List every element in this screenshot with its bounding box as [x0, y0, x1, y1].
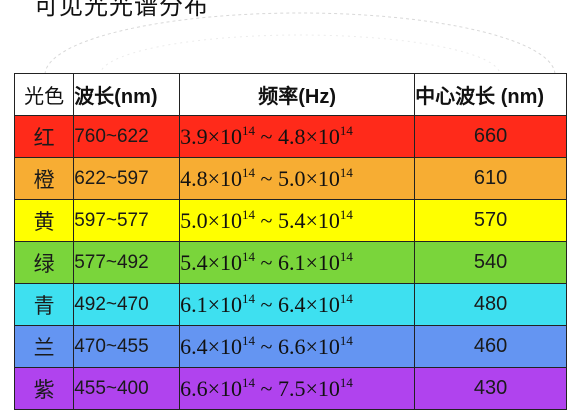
times-sign: ×10 — [305, 207, 340, 233]
frequency-high-exponent: 14 — [339, 290, 353, 306]
center-wavelength-cell: 460 — [414, 325, 567, 368]
frequency-cell: 6.1×1014 ~ 6.4×1014 — [179, 283, 416, 326]
times-sign: ×10 — [207, 333, 243, 359]
times-sign: ×10 — [305, 333, 340, 359]
wavelength-cell: 577~492 — [73, 241, 181, 284]
wavelength-cell: 470~455 — [73, 325, 181, 368]
wavelength-cell: 492~470 — [73, 283, 181, 326]
frequency-low-mantissa: 6.6 — [180, 375, 208, 401]
frequency-low-exponent: 14 — [242, 164, 256, 180]
table-row: 绿 577~492 5.4×1014 ~ 6.1×1014 540 — [13, 241, 567, 284]
center-wavelength-cell: 430 — [414, 367, 567, 410]
times-sign: ×10 — [305, 375, 340, 401]
table-row: 紫 455~400 6.6×1014 ~ 7.5×1014 430 — [13, 367, 567, 410]
frequency-high-mantissa: 4.8 — [277, 123, 306, 149]
frequency-high-mantissa: 5.0 — [277, 165, 306, 191]
wavelength-cell: 597~577 — [73, 199, 181, 242]
frequency-low-mantissa: 6.1 — [180, 291, 208, 317]
frequency-cell: 3.9×1014 ~ 4.8×1014 — [179, 115, 416, 158]
times-sign: ×10 — [207, 165, 243, 191]
frequency-high-exponent: 14 — [339, 374, 353, 390]
table-row: 红 760~622 3.9×1014 ~ 4.8×1014 660 — [13, 115, 567, 158]
frequency-high-exponent: 14 — [339, 248, 353, 264]
range-tilde: ~ — [255, 375, 278, 401]
color-name-cell: 红 — [13, 115, 75, 158]
frequency-cell: 6.6×1014 ~ 7.5×1014 — [179, 367, 416, 410]
frequency-low-mantissa: 5.0 — [180, 207, 208, 233]
times-sign: ×10 — [207, 207, 243, 233]
range-tilde: ~ — [255, 123, 278, 149]
color-name-cell: 兰 — [13, 325, 75, 368]
color-name-cell: 绿 — [13, 241, 75, 284]
times-sign: ×10 — [207, 375, 243, 401]
frequency-high-exponent: 14 — [339, 164, 353, 180]
table-row: 黄 597~577 5.0×1014 ~ 5.4×1014 570 — [13, 199, 567, 242]
range-tilde: ~ — [255, 291, 278, 317]
header-color-name: 光色 — [13, 73, 75, 116]
times-sign: ×10 — [305, 123, 340, 149]
frequency-low-exponent: 14 — [242, 374, 256, 390]
frequency-low-exponent: 14 — [242, 290, 256, 306]
frequency-cell: 5.4×1014 ~ 6.1×1014 — [179, 241, 416, 284]
header-center-wavelength: 中心波长 (nm) — [414, 73, 567, 116]
visible-light-table: 光色 波长(nm) 频率(Hz) 中心波长 (nm) 红 760~622 3.9×1… — [13, 73, 567, 410]
page-title: 可见光光谱分布 — [34, 0, 209, 20]
table-row: 橙 622~597 4.8×1014 ~ 5.0×1014 610 — [13, 157, 567, 200]
center-wavelength-cell: 480 — [414, 283, 567, 326]
color-name-cell: 紫 — [13, 367, 75, 410]
center-wavelength-cell: 540 — [414, 241, 567, 284]
frequency-high-exponent: 14 — [339, 332, 353, 348]
frequency-cell: 4.8×1014 ~ 5.0×1014 — [179, 157, 416, 200]
table-body: 红 760~622 3.9×1014 ~ 4.8×1014 660 橙 622~597 4.… — [13, 115, 567, 410]
color-name-cell: 橙 — [13, 157, 75, 200]
frequency-low-exponent: 14 — [242, 122, 256, 138]
frequency-high-mantissa: 7.5 — [277, 375, 306, 401]
color-name-cell: 青 — [13, 283, 75, 326]
times-sign: ×10 — [207, 123, 243, 149]
times-sign: ×10 — [305, 165, 340, 191]
frequency-cell: 6.4×1014 ~ 6.6×1014 — [179, 325, 416, 368]
frequency-low-mantissa: 4.8 — [180, 165, 208, 191]
frequency-low-mantissa: 3.9 — [180, 123, 208, 149]
range-tilde: ~ — [255, 207, 278, 233]
range-tilde: ~ — [255, 165, 278, 191]
range-tilde: ~ — [255, 249, 278, 275]
header-frequency: 频率(Hz) — [179, 73, 416, 116]
frequency-low-mantissa: 5.4 — [180, 249, 208, 275]
frequency-low-exponent: 14 — [242, 248, 256, 264]
frequency-low-exponent: 14 — [242, 206, 256, 222]
wavelength-cell: 455~400 — [73, 367, 181, 410]
center-wavelength-cell: 660 — [414, 115, 567, 158]
times-sign: ×10 — [207, 291, 243, 317]
table-row: 兰 470~455 6.4×1014 ~ 6.6×1014 460 — [13, 325, 567, 368]
header-wavelength: 波长(nm) — [73, 73, 181, 116]
frequency-high-mantissa: 6.4 — [277, 291, 306, 317]
frequency-high-exponent: 14 — [339, 206, 353, 222]
color-name-cell: 黄 — [13, 199, 75, 242]
wavelength-cell: 622~597 — [73, 157, 181, 200]
wavelength-cell: 760~622 — [73, 115, 181, 158]
times-sign: ×10 — [207, 249, 243, 275]
frequency-high-mantissa: 6.1 — [277, 249, 306, 275]
range-tilde: ~ — [255, 333, 278, 359]
times-sign: ×10 — [305, 291, 340, 317]
table-row: 青 492~470 6.1×1014 ~ 6.4×1014 480 — [13, 283, 567, 326]
frequency-high-exponent: 14 — [339, 122, 353, 138]
times-sign: ×10 — [305, 249, 340, 275]
frequency-high-mantissa: 6.6 — [277, 333, 306, 359]
frequency-low-mantissa: 6.4 — [180, 333, 208, 359]
frequency-low-exponent: 14 — [242, 332, 256, 348]
table-header-row: 光色 波长(nm) 频率(Hz) 中心波长 (nm) — [13, 73, 567, 116]
center-wavelength-cell: 610 — [414, 157, 567, 200]
center-wavelength-cell: 570 — [414, 199, 567, 242]
frequency-high-mantissa: 5.4 — [277, 207, 306, 233]
frequency-cell: 5.0×1014 ~ 5.4×1014 — [179, 199, 416, 242]
